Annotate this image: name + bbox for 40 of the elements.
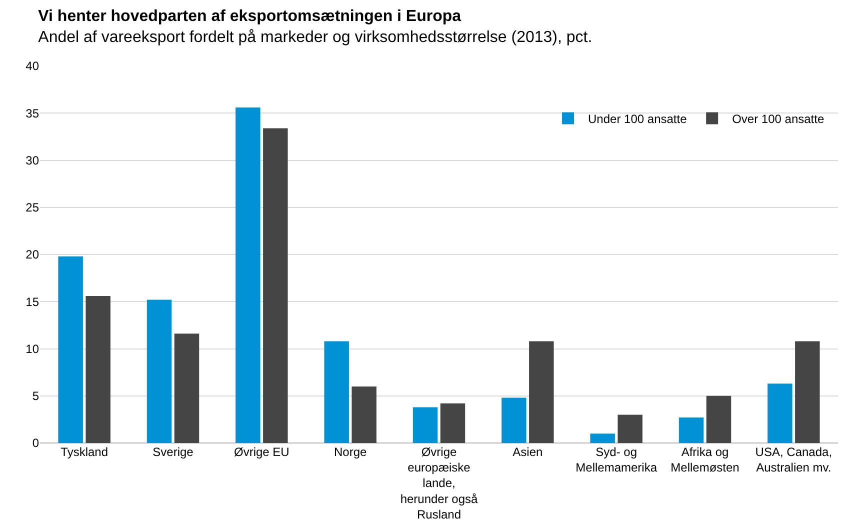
x-tick-label: Øvrige EU — [234, 445, 290, 459]
bar — [768, 384, 792, 443]
bar — [795, 341, 820, 443]
bar — [590, 434, 615, 443]
bar — [236, 107, 260, 443]
x-tick-label: Syd- og Mellemamerika — [576, 445, 658, 475]
bar — [174, 334, 200, 443]
y-tick-label: 15 — [26, 294, 40, 309]
bar — [86, 296, 110, 443]
x-tick-label: Norge — [334, 445, 367, 459]
bar — [352, 386, 376, 443]
y-tick-label: 10 — [26, 342, 40, 356]
x-tick-label: USA, Canada, Australien mv. — [755, 445, 832, 475]
x-tick-label: Tyskland — [60, 445, 108, 459]
bar — [706, 396, 732, 443]
y-tick-label: 0 — [32, 436, 40, 450]
bar — [440, 403, 466, 443]
y-tick-label: 35 — [26, 106, 40, 120]
bar — [412, 407, 438, 443]
bar — [502, 398, 526, 443]
chart-title: Vi henter hovedparten af eksportomsætningen i Europa — [38, 8, 462, 26]
bar — [324, 341, 349, 443]
x-tick-label: Asien — [512, 445, 543, 459]
x-tick-label: Øvrige europæiske lande, herunder også Rusland — [400, 445, 478, 522]
bar — [618, 414, 642, 443]
bar — [146, 300, 172, 443]
bar — [678, 418, 704, 443]
x-tick-label: Afrika og Mellemøsten — [670, 445, 740, 475]
legend-label: Under 100 ansatte — [588, 112, 688, 126]
y-tick-label: 5 — [32, 389, 40, 404]
x-tick-label: Sverige — [152, 445, 194, 459]
bar — [529, 341, 554, 443]
y-tick-label: 30 — [26, 153, 40, 168]
y-tick-label: 20 — [26, 248, 40, 262]
y-tick-label: 40 — [26, 59, 40, 74]
y-tick-label: 25 — [26, 200, 40, 215]
chart-subtitle: Andel af vareeksport fordelt på markeder og virksomhedsstørrelse (2013), pct. — [38, 29, 592, 46]
legend-label: Over 100 ansatte — [732, 112, 824, 126]
bar — [263, 128, 288, 443]
bar — [58, 256, 83, 443]
